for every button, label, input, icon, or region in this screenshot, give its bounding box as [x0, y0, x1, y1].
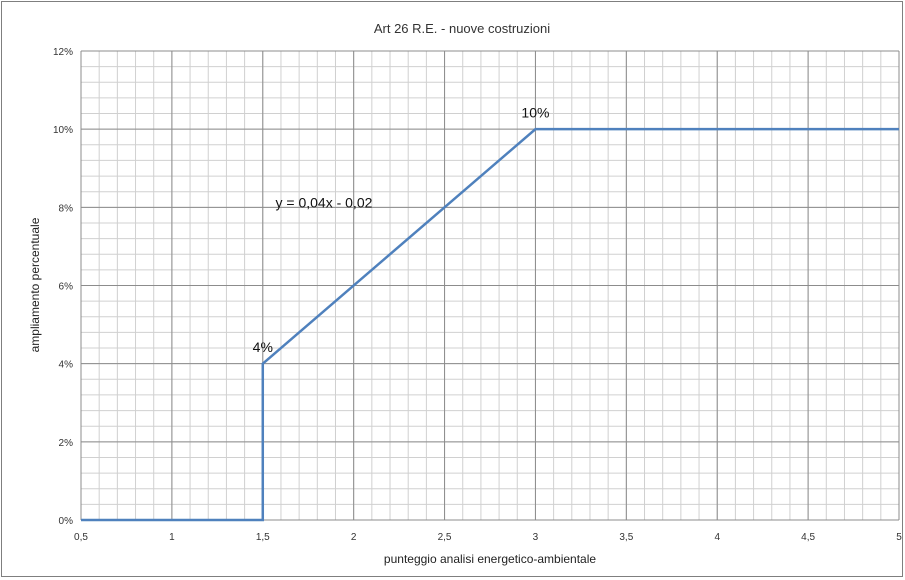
x-tick-label: 3 — [533, 532, 539, 543]
x-tick-label: 1,5 — [256, 532, 270, 543]
y-axis-label: ampliamento percentuale — [28, 217, 42, 352]
x-tick-label: 3,5 — [619, 532, 633, 543]
x-tick-label: 4,5 — [801, 532, 815, 543]
x-axis-ticks: 0,5 1 1,5 2 2,5 3 3,5 4 4,5 5 — [74, 532, 902, 543]
y-tick-label: 10% — [53, 125, 73, 136]
annotation-label: 4% — [253, 339, 273, 355]
x-tick-label: 4 — [714, 532, 720, 543]
x-tick-label: 0,5 — [74, 532, 88, 543]
x-tick-label: 5 — [896, 532, 902, 543]
annotations-group: y = 0,04x - 0,02 4% 10% — [253, 104, 550, 355]
x-tick-label: 2 — [351, 532, 357, 543]
major-gridlines — [80, 50, 900, 521]
y-tick-label: 0% — [59, 516, 74, 527]
y-tick-label: 6% — [59, 282, 74, 293]
annotation-label: y = 0,04x - 0,02 — [276, 194, 373, 210]
y-tick-label: 8% — [59, 203, 74, 214]
y-axis-ticks: 0% 2% 4% 6% 8% 10% 12% — [53, 47, 73, 527]
chart-title: Art 26 R.E. - nuove costruzioni — [374, 21, 550, 36]
series-line — [81, 127, 899, 522]
y-tick-label: 4% — [59, 360, 74, 371]
x-axis-label: punteggio analisi energetico-ambientale — [384, 552, 596, 566]
y-tick-label: 12% — [53, 47, 73, 58]
series-group — [81, 127, 899, 522]
x-tick-label: 1 — [169, 532, 175, 543]
x-tick-label: 2,5 — [438, 532, 452, 543]
annotation-label: 10% — [521, 104, 549, 120]
y-tick-label: 2% — [59, 438, 74, 449]
